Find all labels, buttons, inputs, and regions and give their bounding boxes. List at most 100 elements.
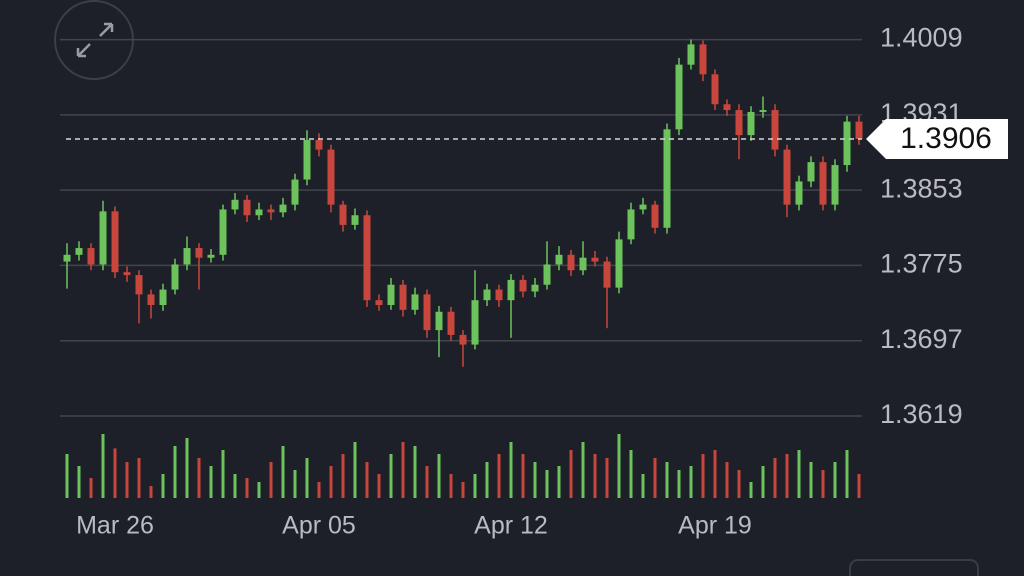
candle-body [687, 44, 695, 65]
candle-body [567, 254, 575, 271]
volume-bar [821, 470, 825, 498]
volume-bar [557, 466, 561, 498]
volume-bar [749, 482, 753, 498]
y-tick-label: 1.3775 [880, 249, 963, 279]
candle-body [375, 300, 383, 306]
candle-body [531, 284, 539, 292]
volume-bar [173, 446, 177, 498]
volume-bar [305, 458, 309, 498]
volume-bar [125, 462, 129, 498]
volume-bar [713, 450, 717, 498]
candle-body [339, 204, 347, 225]
candle-body [483, 289, 491, 301]
candle-body [303, 139, 311, 180]
candle-body [171, 264, 179, 290]
volume-bar [641, 474, 645, 498]
volume-bar [389, 454, 393, 498]
y-tick-label: 1.3619 [880, 399, 963, 429]
volume-bar [233, 474, 237, 498]
volume-bar [329, 466, 333, 498]
volume-bar [269, 462, 273, 498]
volume-bar [629, 450, 633, 498]
candle-body [459, 334, 467, 345]
candle-body [63, 254, 71, 262]
current-price-box [866, 118, 1008, 159]
candle-body [627, 209, 635, 240]
volume-bar [365, 462, 369, 498]
volume-bar [497, 454, 501, 498]
volume-bar [449, 474, 453, 498]
candle-body [243, 199, 251, 216]
volume-bar [293, 470, 297, 498]
candle-body [555, 254, 563, 265]
volume-bar [689, 466, 693, 498]
x-tick-label: Apr 19 [678, 512, 752, 540]
volume-bar [137, 458, 141, 498]
volume-bar [413, 446, 417, 498]
candle-body [819, 162, 827, 205]
candle-body [831, 165, 839, 205]
candle-body [591, 257, 599, 262]
candle-body [231, 199, 239, 210]
candle-body [651, 204, 659, 228]
candle-body [639, 204, 647, 210]
candle-body [471, 300, 479, 345]
candle-body [207, 254, 215, 258]
volume-bar [845, 450, 849, 498]
candle-body [579, 257, 587, 271]
volume-bar [101, 434, 105, 498]
volume-bar [221, 450, 225, 498]
volume-bar [533, 462, 537, 498]
candle-body [111, 211, 119, 273]
volume-bar [113, 448, 117, 498]
candle-body [411, 294, 419, 310]
volume-bar [593, 454, 597, 498]
candle-body [447, 311, 455, 335]
candle-body [543, 264, 551, 285]
candle-body [603, 261, 611, 288]
candle-body [507, 279, 515, 301]
volume-bar [797, 450, 801, 498]
volume-bar [425, 466, 429, 498]
candle-body [351, 215, 359, 225]
candle-body [783, 149, 791, 205]
volume-bar [461, 482, 465, 498]
volume-bar [89, 478, 93, 498]
candle-body [135, 275, 143, 295]
candle-body [363, 215, 371, 301]
y-tick-label: 1.4009 [880, 23, 963, 53]
candle-body [663, 129, 671, 228]
volume-bar [77, 466, 81, 498]
expand-icon[interactable] [76, 22, 114, 58]
volume-bar [473, 474, 477, 498]
volume-bar [209, 466, 213, 498]
candle-body [87, 248, 95, 265]
candle-body [759, 110, 767, 112]
volume-bar [761, 466, 765, 498]
candle-body [315, 139, 323, 150]
volume-bar [617, 434, 621, 498]
candle-body [807, 162, 815, 182]
candle-body [795, 181, 803, 205]
volume-bar [485, 462, 489, 498]
candle-body [255, 209, 263, 216]
volume-bar [773, 458, 777, 498]
x-tick-label: Mar 26 [76, 512, 154, 540]
candle-body [615, 239, 623, 288]
bottom-button[interactable] [849, 559, 979, 576]
volume-bar [677, 470, 681, 498]
volume-bar [401, 442, 405, 498]
candle-body [183, 248, 191, 265]
volume-bar [665, 462, 669, 498]
candle-body [159, 289, 167, 306]
candle-body [279, 204, 287, 213]
candle-body [327, 149, 335, 205]
volume-bar [833, 462, 837, 498]
candle-body [219, 209, 227, 255]
volume-bar [257, 482, 261, 498]
candle-body [735, 110, 743, 136]
volume-bar [545, 470, 549, 498]
volume-bar [725, 462, 729, 498]
volume-bar [317, 482, 321, 498]
volume-bar [581, 442, 585, 498]
